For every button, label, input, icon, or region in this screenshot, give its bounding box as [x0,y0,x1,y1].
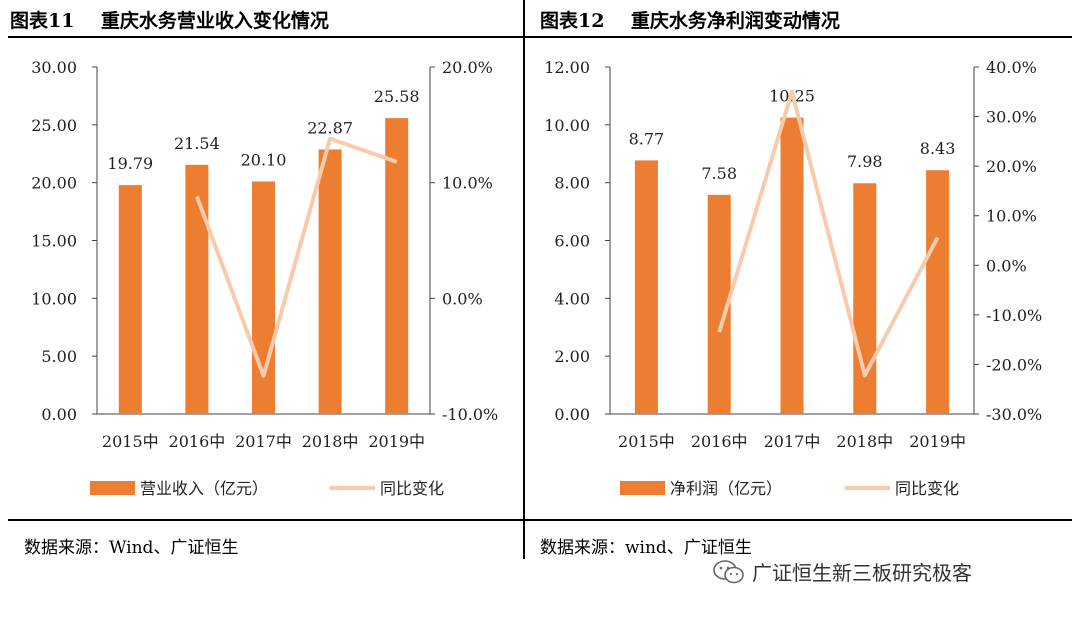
bar [385,118,409,414]
x-tick-label: 2018中 [836,432,893,451]
y-left-tick-label: 2.00 [554,347,590,366]
bar [118,185,142,414]
legend-label-line: 同比变化 [895,479,959,498]
bar [926,170,950,414]
footer-text: 广证恒生新三板研究极客 [752,561,972,585]
top-rule [8,36,1072,38]
x-tick-label: 2016中 [169,432,226,451]
x-tick-label: 2015中 [618,432,675,451]
legend-swatch-bar [90,481,135,495]
y-right-tick-label: -10.0% [986,306,1042,325]
y-left-tick-label: 12.00 [544,58,590,77]
footer-watermark: 广证恒生新三板研究极客 [712,557,972,586]
bar [634,160,658,414]
x-tick-label: 2019中 [368,432,425,451]
y-right-tick-label: 30.0% [986,108,1037,127]
panel-title-revenue: 图表11 重庆水务营业收入变化情况 [10,10,329,32]
y-right-tick-label: 20.0% [442,58,493,77]
x-tick-label: 2017中 [764,432,821,451]
y-right-tick-label: 0.0% [986,256,1027,275]
source-note-revenue: 数据来源：Wind、广证恒生 [24,538,239,558]
bar-data-label: 7.58 [701,164,737,183]
bottom-rule [8,519,1072,521]
y-left-tick-label: 15.00 [31,232,77,251]
x-tick-label: 2015中 [102,432,159,451]
bar-data-label: 25.58 [374,87,420,106]
y-left-tick-label: 10.00 [31,289,77,308]
legend-label-line: 同比变化 [380,479,444,498]
y-right-tick-label: 10.0% [442,174,493,193]
bar-data-label: 8.77 [629,129,665,148]
y-left-tick-label: 5.00 [41,347,77,366]
y-right-tick-label: 40.0% [986,58,1037,77]
bar-data-label: 8.43 [920,139,956,158]
bar [853,183,877,414]
x-tick-label: 2016中 [691,432,748,451]
y-right-tick-label: 20.0% [986,157,1037,176]
source-note-profit: 数据来源：wind、广证恒生 [540,538,752,558]
wechat-icon [713,559,744,583]
x-tick-label: 2018中 [302,432,359,451]
y-right-tick-label: -30.0% [986,405,1042,424]
legend-label-bar: 净利润（亿元） [670,479,782,498]
y-left-tick-label: 4.00 [554,289,590,308]
center-divider [523,0,525,559]
yoy-line [717,89,940,378]
bar-data-label: 21.54 [174,134,220,153]
y-left-tick-label: 0.00 [41,405,77,424]
bar [318,149,342,414]
y-left-tick-label: 25.00 [31,116,77,135]
yoy-line [195,136,398,378]
y-right-tick-label: -10.0% [442,405,498,424]
y-right-tick-label: 0.0% [442,289,483,308]
y-left-tick-label: 6.00 [554,232,590,251]
bar-data-label: 19.79 [107,154,153,173]
bar-data-label: 20.10 [241,151,287,170]
x-tick-label: 2019中 [909,432,966,451]
y-left-tick-label: 8.00 [554,174,590,193]
y-left-tick-label: 10.00 [544,116,590,135]
bar-data-label: 22.87 [307,118,353,137]
y-right-tick-label: -20.0% [986,355,1042,374]
legend-label-bar: 营业收入（亿元） [140,479,268,498]
panel-title-profit: 图表12 重庆水务净利润变动情况 [540,10,840,32]
x-tick-label: 2017中 [235,432,292,451]
bar [185,164,209,414]
y-left-tick-label: 30.00 [31,58,77,77]
y-right-tick-label: 10.0% [986,207,1037,226]
y-left-tick-label: 20.00 [31,174,77,193]
bar [780,117,804,415]
bar [707,194,731,414]
legend-swatch-bar [620,481,665,495]
bar-data-label: 7.98 [847,152,883,171]
bar [252,181,275,414]
y-left-tick-label: 0.00 [554,405,590,424]
